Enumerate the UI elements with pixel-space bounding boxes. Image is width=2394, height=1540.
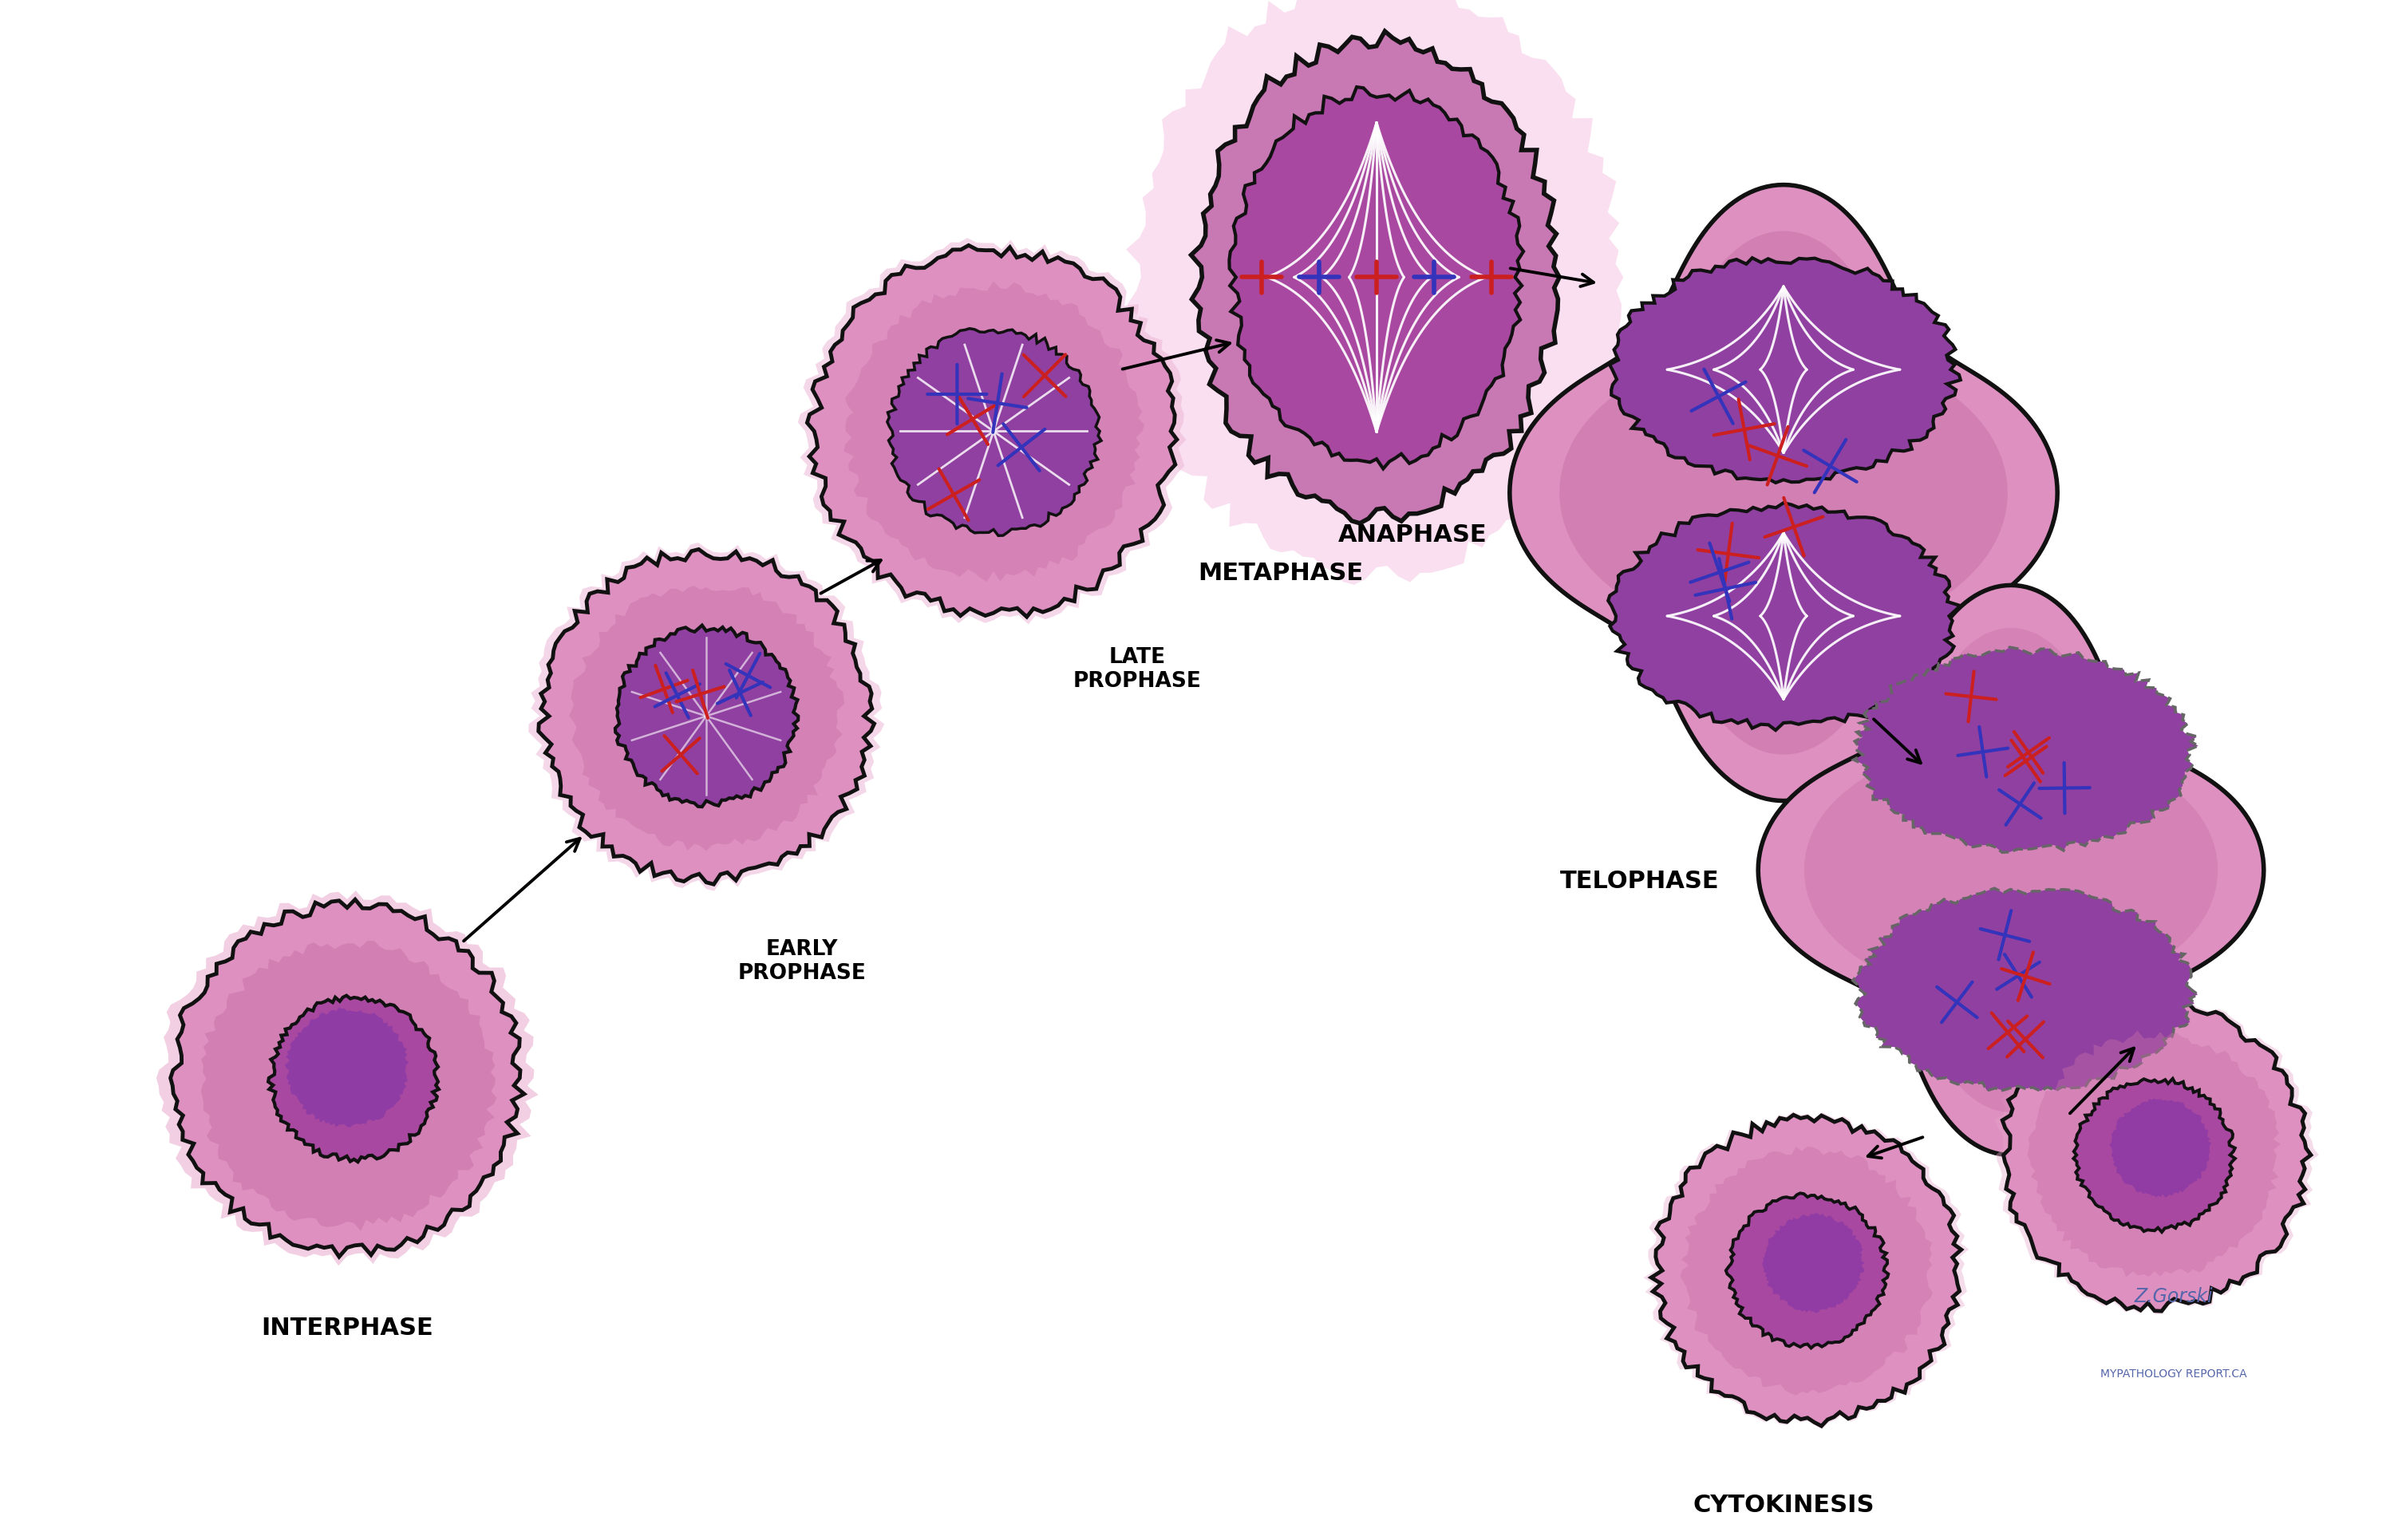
Text: METAPHASE: METAPHASE: [1197, 562, 1365, 585]
Polygon shape: [1609, 504, 1961, 730]
Polygon shape: [1192, 31, 1558, 524]
Polygon shape: [1511, 185, 2056, 801]
Text: CYTOKINESIS: CYTOKINESIS: [1693, 1494, 1875, 1517]
Polygon shape: [285, 1007, 409, 1127]
Polygon shape: [570, 585, 845, 850]
Polygon shape: [1805, 628, 2217, 1112]
Text: MYPATHOLOGY REPORT.CA: MYPATHOLOGY REPORT.CA: [2100, 1368, 2248, 1380]
Polygon shape: [615, 625, 797, 807]
Polygon shape: [2073, 1078, 2236, 1232]
Polygon shape: [529, 542, 883, 892]
Text: INTERPHASE: INTERPHASE: [261, 1317, 433, 1340]
Polygon shape: [843, 282, 1144, 582]
Polygon shape: [170, 899, 524, 1257]
Polygon shape: [1652, 1115, 1961, 1426]
Polygon shape: [1642, 1112, 1968, 1429]
Polygon shape: [1994, 998, 2320, 1314]
Text: LATE
PROPHASE: LATE PROPHASE: [1073, 647, 1202, 691]
Polygon shape: [1853, 889, 2198, 1090]
Polygon shape: [797, 237, 1185, 624]
Polygon shape: [2028, 1030, 2281, 1277]
Polygon shape: [1609, 257, 1961, 482]
Polygon shape: [888, 328, 1101, 536]
Text: TELOPHASE: TELOPHASE: [1561, 870, 1719, 893]
Text: EARLY
PROPHASE: EARLY PROPHASE: [737, 939, 867, 984]
Polygon shape: [1726, 1194, 1889, 1348]
Polygon shape: [807, 245, 1178, 618]
Polygon shape: [2001, 1001, 2310, 1311]
Polygon shape: [1757, 585, 2265, 1155]
Polygon shape: [156, 890, 539, 1266]
Polygon shape: [1853, 647, 2198, 853]
Text: Z.Gorski: Z.Gorski: [2135, 1287, 2212, 1306]
Polygon shape: [539, 550, 874, 884]
Polygon shape: [1228, 86, 1523, 468]
Polygon shape: [268, 995, 438, 1163]
Text: ANAPHASE: ANAPHASE: [1338, 524, 1487, 547]
Polygon shape: [1681, 1146, 1932, 1395]
Polygon shape: [201, 941, 498, 1230]
Polygon shape: [1762, 1214, 1865, 1314]
Polygon shape: [2109, 1098, 2212, 1198]
Polygon shape: [1125, 0, 1623, 585]
Polygon shape: [1558, 231, 2009, 755]
